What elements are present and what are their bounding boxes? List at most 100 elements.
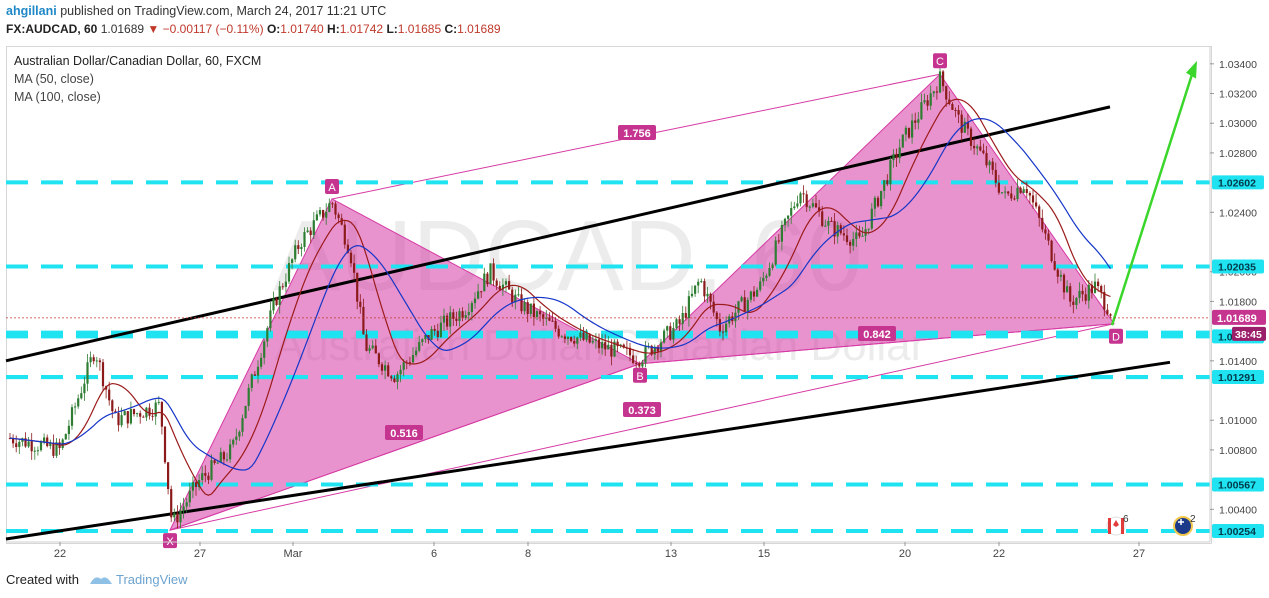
price-tick-label: 1.01800 [1219, 296, 1257, 308]
candle-body [495, 280, 498, 286]
candle-body [151, 415, 154, 417]
candle-body [188, 490, 191, 503]
upper-channel-trendline [5, 105, 1111, 363]
candle-body [845, 235, 849, 243]
candle-body [765, 275, 768, 278]
candle-body [461, 311, 464, 318]
candle-body [1090, 284, 1093, 293]
time-tick-label: 6 [431, 548, 437, 560]
candle-body [49, 442, 52, 447]
candle-body [957, 110, 960, 115]
candle-body [929, 93, 932, 106]
candle-body [1053, 261, 1056, 270]
candle-body [33, 450, 36, 452]
candle-body [526, 302, 529, 315]
legend-ma100[interactable]: MA (100, close) [14, 90, 101, 104]
price-axis[interactable]: 1.00400 1.00800 1.01000 1.01400 1.01800 1.020… [1209, 46, 1266, 542]
author-link[interactable]: ahgillani [6, 4, 57, 18]
price-tick-label: 1.03200 [1219, 89, 1257, 101]
pattern-point-a-label: A [328, 182, 336, 194]
candle-body [411, 354, 415, 363]
candle-body [393, 378, 396, 382]
candle-body [55, 442, 58, 456]
pattern-point-a-marker [325, 178, 339, 194]
canada-flag-icon [1106, 516, 1126, 536]
candle-body [170, 489, 173, 518]
candle-body [346, 244, 349, 253]
candle-body [752, 291, 756, 297]
legend-ma50[interactable]: MA (50, close) [14, 72, 94, 86]
candle-body [492, 263, 495, 281]
candle-body [368, 348, 371, 351]
candle-body [498, 285, 501, 290]
level-price-tag [1212, 259, 1264, 274]
candle-body [349, 252, 353, 264]
candle-body [1097, 281, 1100, 287]
candle-body [597, 339, 601, 349]
candle-body [870, 208, 873, 229]
event-count-label: 6 [1123, 514, 1129, 525]
ohlc-bar: FX:AUDCAD, 60 1.01689 ▼ −0.00117 (−0.11%… [6, 22, 501, 36]
candle-body [718, 319, 721, 332]
time-tick-label: 13 [665, 548, 677, 560]
time-tick-label: 22 [993, 548, 1005, 560]
candle-body [824, 225, 827, 227]
candle-body [635, 363, 638, 365]
candle-body [67, 425, 70, 435]
candle-body [883, 180, 886, 191]
candle-body [241, 418, 244, 432]
price-tick-label: 1.02400 [1219, 207, 1257, 219]
candle-body [663, 330, 666, 343]
candle-body [768, 267, 771, 276]
candle-body [145, 407, 148, 418]
candle-body [535, 311, 539, 317]
candle-body [774, 240, 777, 265]
candle-body [83, 383, 86, 394]
price-tick-label: 1.01400 [1219, 356, 1257, 368]
last-price: 1.01689 [100, 22, 145, 36]
candle-body [1035, 202, 1038, 207]
price-tick-label: 1.03400 [1219, 59, 1257, 71]
price-tick-label: 1.00800 [1219, 445, 1257, 457]
candle-body [1069, 286, 1072, 302]
candle-body [95, 360, 98, 362]
ratio-x-b-box [385, 425, 423, 440]
candle-body [399, 369, 402, 375]
candle-body [182, 506, 185, 511]
candle-body [709, 293, 712, 302]
candle-body [52, 442, 55, 456]
candle-body [988, 161, 991, 166]
candle-body [932, 91, 935, 94]
candle-body [340, 218, 343, 225]
price-tick-label: 1.01000 [1219, 415, 1257, 427]
candle-body [1047, 233, 1050, 241]
candle-body [387, 365, 390, 377]
candle-body [377, 353, 380, 365]
price-tick-label: 1.00400 [1219, 504, 1257, 516]
candle-body [136, 413, 139, 415]
candle-body [1109, 314, 1112, 316]
level-price-tag [1212, 370, 1264, 385]
candle-body [954, 109, 957, 111]
price-tick-label: 1.03000 [1219, 118, 1257, 130]
candle-body [256, 366, 260, 376]
tradingview-link[interactable]: TradingView [116, 572, 188, 587]
candle-body [756, 289, 759, 297]
candle-body [790, 208, 793, 216]
candle-body [1028, 193, 1031, 196]
candle-body [415, 350, 418, 355]
candle-body [591, 340, 594, 343]
candle-body [390, 376, 393, 379]
candle-body [247, 387, 250, 406]
candle-body [160, 401, 163, 427]
candle-body [628, 347, 632, 356]
candle-body [1078, 290, 1081, 298]
candle-body [120, 415, 123, 426]
time-axis[interactable]: 22 27 Mar 6 8 13 15 20 22 27 [6, 541, 1210, 560]
candle-body [362, 306, 365, 335]
candle-body [185, 502, 188, 507]
trendlines[interactable] [5, 60, 1197, 541]
